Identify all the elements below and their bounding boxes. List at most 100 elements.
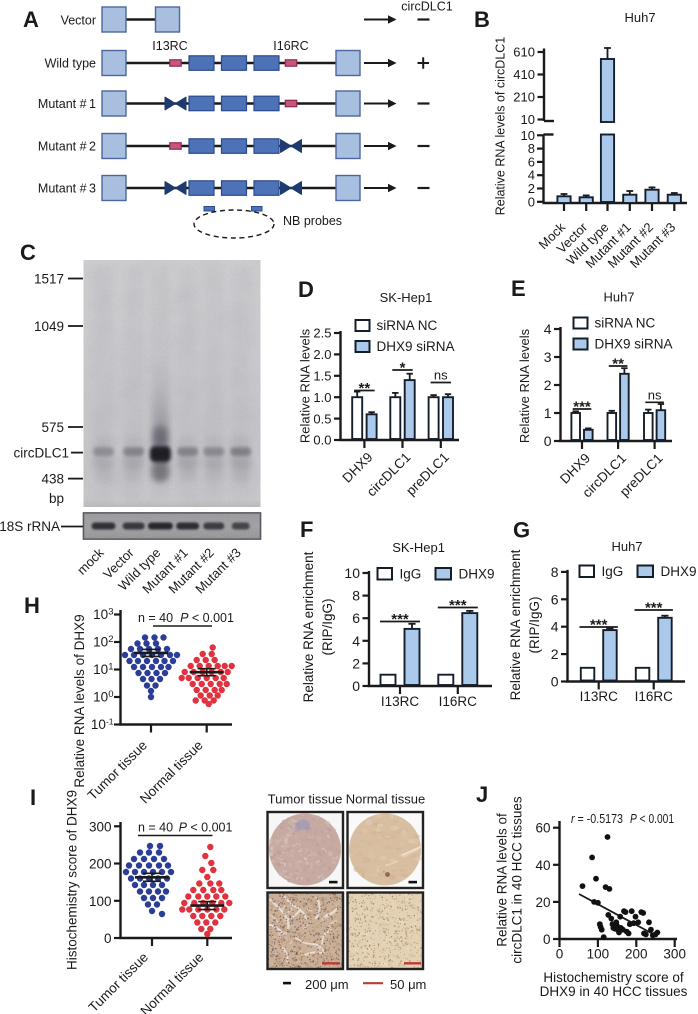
svg-text:Normal tissue: Normal tissue	[346, 792, 425, 807]
svg-text:(RIP/IgG): (RIP/IgG)	[320, 598, 335, 655]
svg-text:300: 300	[89, 819, 112, 834]
svg-text:I16RC: I16RC	[439, 694, 478, 709]
svg-text:610: 610	[513, 45, 535, 60]
svg-text:18S rRNA: 18S rRNA	[0, 519, 60, 534]
svg-text:8: 8	[551, 564, 559, 580]
svg-text:n = 40: n = 40	[138, 821, 173, 835]
svg-text:Histochemistry score of DHX9: Histochemistry score of DHX9	[65, 790, 80, 970]
svg-text:100: 100	[89, 894, 112, 909]
svg-text:210: 210	[513, 90, 535, 105]
svg-text:20: 20	[535, 895, 550, 910]
svg-text:n = 40: n = 40	[138, 611, 173, 625]
svg-text:I: I	[30, 785, 36, 810]
svg-text:I13RC: I13RC	[152, 39, 187, 53]
svg-text:0.0: 0.0	[313, 433, 331, 448]
svg-text:siRNA NC: siRNA NC	[595, 316, 656, 331]
svg-text:0: 0	[543, 932, 551, 947]
svg-text:2.0: 2.0	[313, 347, 331, 362]
svg-text:Relative RNA enrichment: Relative RNA enrichment	[301, 551, 316, 702]
svg-text:100: 100	[587, 947, 610, 962]
svg-text:1: 1	[544, 405, 552, 421]
svg-text:101: 101	[93, 662, 113, 678]
svg-text:***: ***	[573, 399, 591, 416]
svg-text:ns: ns	[648, 387, 662, 402]
svg-text:2: 2	[551, 646, 559, 662]
svg-text:10: 10	[521, 112, 535, 127]
svg-text:Relative RNA levels of DHX9: Relative RNA levels of DHX9	[72, 614, 87, 787]
svg-text:575: 575	[41, 420, 64, 435]
svg-text:1.5: 1.5	[313, 369, 331, 384]
svg-text:circDLC1: circDLC1	[401, 0, 452, 14]
svg-text:200: 200	[625, 947, 648, 962]
svg-text:I13RC: I13RC	[381, 694, 420, 709]
svg-text:300: 300	[663, 947, 686, 962]
svg-text:0: 0	[528, 194, 535, 209]
svg-text:DHX9: DHX9	[661, 564, 697, 579]
svg-text:C: C	[20, 240, 36, 265]
svg-text:SK-Hep1: SK-Hep1	[380, 290, 433, 305]
svg-text:preDLC1: preDLC1	[403, 450, 452, 499]
svg-text:Vector: Vector	[61, 14, 96, 28]
svg-text:Relative RNA levels: Relative RNA levels	[517, 328, 532, 443]
svg-text:200: 200	[89, 857, 112, 872]
svg-text:DHX9 in 40 HCC tissues: DHX9 in 40 HCC tissues	[540, 984, 688, 999]
svg-text:**: **	[612, 356, 624, 373]
svg-text:Histochemistry score of: Histochemistry score of	[543, 970, 684, 985]
svg-text:4: 4	[528, 168, 535, 183]
svg-text:***: ***	[449, 597, 467, 614]
svg-text:1.0: 1.0	[313, 390, 331, 405]
svg-text:NB probes: NB probes	[283, 214, 342, 228]
svg-text:8: 8	[528, 141, 535, 156]
svg-text:4: 4	[551, 619, 559, 635]
svg-text:2.5: 2.5	[313, 326, 331, 341]
svg-text:I16RC: I16RC	[635, 689, 674, 704]
svg-text:3: 3	[544, 349, 552, 365]
svg-text:***: ***	[391, 611, 409, 628]
svg-text:circDLC1: circDLC1	[13, 446, 69, 461]
svg-text:Wild type: Wild type	[45, 57, 96, 71]
svg-text:ns: ns	[434, 368, 448, 383]
svg-text:DHX9 siRNA: DHX9 siRNA	[595, 337, 673, 352]
svg-text:E: E	[511, 276, 526, 301]
svg-text:10-1: 10-1	[91, 717, 114, 733]
svg-text:0: 0	[551, 674, 559, 690]
svg-text:Tumor tissue: Tumor tissue	[268, 792, 343, 807]
svg-text:Mutant # 3: Mutant # 3	[38, 182, 96, 196]
svg-text:0: 0	[104, 931, 112, 946]
svg-text:40: 40	[535, 858, 550, 873]
svg-text:DHX9: DHX9	[459, 567, 495, 582]
svg-text:*: *	[400, 360, 406, 377]
svg-text:0: 0	[544, 433, 552, 449]
svg-text:IgG: IgG	[400, 567, 422, 582]
svg-text:H: H	[24, 593, 40, 618]
svg-text:2: 2	[544, 377, 552, 393]
svg-text:6: 6	[551, 591, 559, 607]
svg-text:SK-Hep1: SK-Hep1	[392, 540, 445, 555]
svg-text:60: 60	[535, 821, 550, 836]
svg-text:bp: bp	[49, 491, 64, 506]
svg-text:siRNA NC: siRNA NC	[377, 318, 438, 333]
svg-text:6: 6	[528, 154, 535, 169]
svg-text:Mutant # 2: Mutant # 2	[38, 140, 96, 154]
svg-text:Relative RNA levels of: Relative RNA levels of	[495, 813, 510, 947]
svg-text:2: 2	[352, 655, 360, 671]
svg-text:103: 103	[93, 607, 113, 623]
svg-text:D: D	[298, 277, 314, 302]
svg-text:4: 4	[544, 321, 552, 337]
svg-text:10: 10	[521, 128, 535, 143]
svg-text:0: 0	[556, 947, 564, 962]
svg-text:4: 4	[352, 633, 360, 649]
svg-text:8: 8	[352, 588, 360, 604]
svg-text:F: F	[300, 517, 313, 542]
svg-text:G: G	[513, 518, 530, 543]
svg-text:0.5: 0.5	[313, 411, 331, 426]
svg-text:DHX9: DHX9	[339, 450, 375, 486]
svg-text:***: ***	[590, 617, 608, 634]
svg-text:J: J	[476, 782, 488, 807]
svg-text:(RIP/IgG): (RIP/IgG)	[527, 596, 542, 653]
svg-text:Relative RNA enrichment: Relative RNA enrichment	[508, 549, 523, 700]
svg-text:P < 0.001: P < 0.001	[179, 821, 233, 835]
svg-text:Huh7: Huh7	[603, 290, 634, 305]
svg-text:0: 0	[352, 678, 360, 694]
svg-text:410: 410	[513, 67, 535, 82]
